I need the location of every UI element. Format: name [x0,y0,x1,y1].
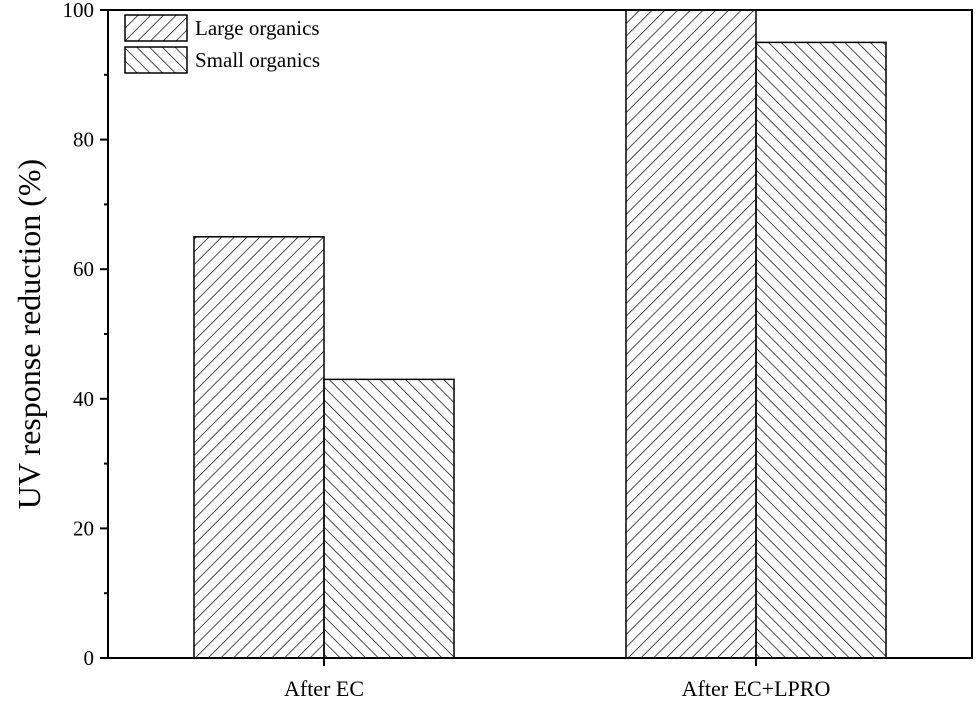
y-tick-label: 20 [73,516,94,540]
y-axis: 0 20 40 60 80 100 [63,0,108,670]
x-tick-label: After EC [284,676,364,701]
x-axis: After EC After EC+LPRO [284,658,830,701]
y-axis-title: UV response reduction (%) [11,159,47,509]
x-tick-label: After EC+LPRO [682,676,831,701]
legend-swatch [124,14,188,42]
legend-label: Small organics [195,48,320,72]
y-tick-label: 0 [84,646,95,670]
y-tick-label: 40 [73,387,94,411]
y-tick-label: 60 [73,257,94,281]
bar-large-organics [625,9,757,659]
legend-label: Large organics [195,16,320,40]
bar-small-organics [323,378,455,659]
legend: Large organics Small organics [124,14,320,74]
bars [193,9,887,659]
y-tick-label: 100 [63,0,95,22]
bar-large-organics [193,236,325,659]
y-tick-label: 80 [73,128,94,152]
legend-swatch [124,46,188,74]
bar-small-organics [755,41,887,659]
